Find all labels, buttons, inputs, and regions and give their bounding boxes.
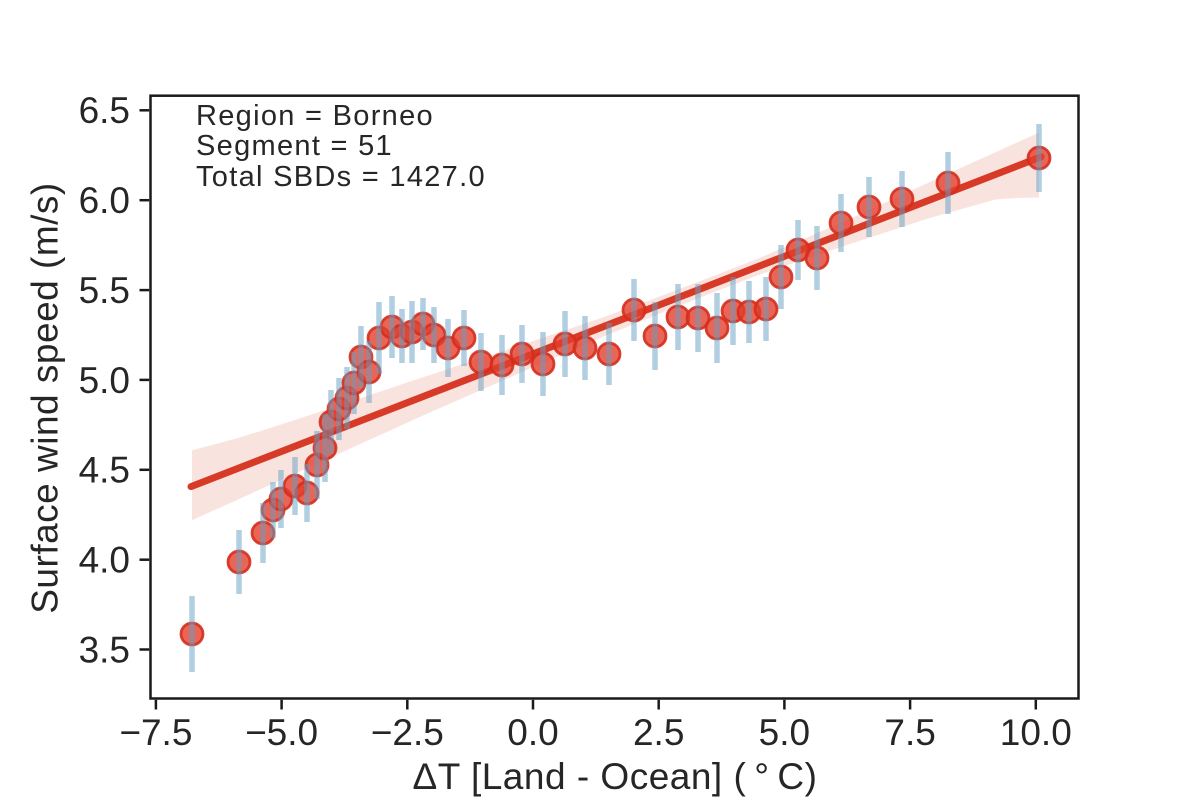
svg-text:7.5: 7.5: [884, 712, 935, 753]
svg-text:0.0: 0.0: [507, 712, 558, 753]
svg-text:6.5: 6.5: [79, 90, 130, 131]
svg-text:2.5: 2.5: [633, 712, 684, 753]
svg-text:−5.0: −5.0: [245, 712, 318, 753]
svg-text:−2.5: −2.5: [371, 712, 444, 753]
svg-text:5.0: 5.0: [79, 360, 130, 401]
svg-text:10.0: 10.0: [1000, 712, 1072, 753]
svg-text:Surface wind speed (m/s): Surface wind speed (m/s): [25, 182, 66, 614]
svg-text:6.0: 6.0: [79, 180, 130, 221]
svg-text:5.0: 5.0: [759, 712, 810, 753]
svg-text:Region = Borneo: Region = Borneo: [196, 100, 434, 132]
svg-text:5.5: 5.5: [79, 270, 130, 311]
svg-text:Total SBDs = 1427.0: Total SBDs = 1427.0: [196, 161, 486, 193]
svg-text:4.0: 4.0: [79, 540, 130, 581]
svg-text:4.5: 4.5: [79, 450, 130, 491]
svg-text:−7.5: −7.5: [119, 712, 192, 753]
svg-text:ΔT [Land - Ocean] ( ° C): ΔT [Land - Ocean] ( ° C): [413, 756, 818, 797]
svg-text:3.5: 3.5: [79, 629, 130, 670]
svg-text:Segment = 51: Segment = 51: [196, 130, 393, 162]
